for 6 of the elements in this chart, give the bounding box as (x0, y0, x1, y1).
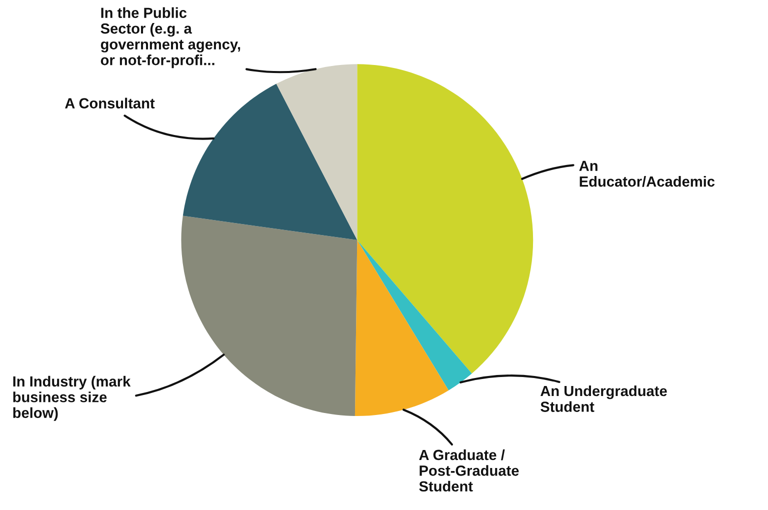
slice-label: An Educator/Academic (579, 160, 715, 187)
slice-label: A Consultant (65, 98, 155, 108)
slice-label: In Industry (mark business size below) (13, 376, 131, 421)
slice-label: An Undergraduate Student (540, 385, 667, 412)
slice-label: In the Public Sector (e.g. a government agency, or not-for-profi... (100, 7, 240, 68)
slice-label: A Graduate / Post-Graduate Student (419, 449, 519, 492)
